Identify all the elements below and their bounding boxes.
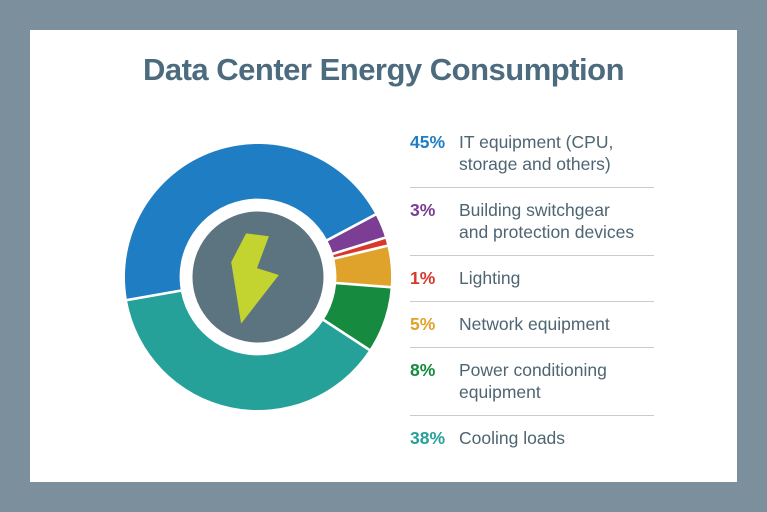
legend-label: Network equipment (459, 314, 610, 334)
legend-percent: 45% (410, 132, 446, 152)
legend-percent: 38% (410, 428, 446, 448)
legend-label: Cooling loads (459, 428, 566, 448)
donut-chart (119, 138, 397, 416)
legend-label: IT equipment (CPU, storage and others) (459, 132, 614, 174)
legend-item: 8% Power conditioning equipment (410, 348, 654, 415)
chart-title: Data Center Energy Consumption (142, 52, 625, 87)
legend-divider (410, 301, 654, 302)
legend-percent: 3% (410, 200, 436, 220)
legend: 45% IT equipment (CPU, storage and others… (410, 120, 654, 461)
legend-label: Building switchgear and protection devic… (459, 200, 635, 242)
legend-label: Lighting (459, 268, 521, 288)
lightning-bolt-icon (231, 233, 279, 324)
legend-item: 38% Cooling loads (410, 416, 654, 461)
legend-item: 3% Building switchgear and protection dev… (410, 188, 654, 255)
infographic-card: Data Center Energy Consumption 45% IT equ… (30, 30, 737, 482)
legend-divider (410, 187, 654, 188)
donut-chart-svg (124, 143, 392, 411)
legend-percent: 5% (410, 314, 436, 334)
legend-item: 5% Network equipment (410, 302, 654, 347)
legend-label: Power conditioning equipment (459, 360, 607, 402)
legend-divider (410, 255, 654, 256)
legend-divider (410, 347, 654, 348)
legend-item: 45% IT equipment (CPU, storage and others… (410, 120, 654, 187)
legend-divider (410, 415, 654, 416)
legend-item: 1% Lighting (410, 256, 654, 301)
legend-percent: 8% (410, 360, 436, 380)
legend-percent: 1% (410, 268, 436, 288)
